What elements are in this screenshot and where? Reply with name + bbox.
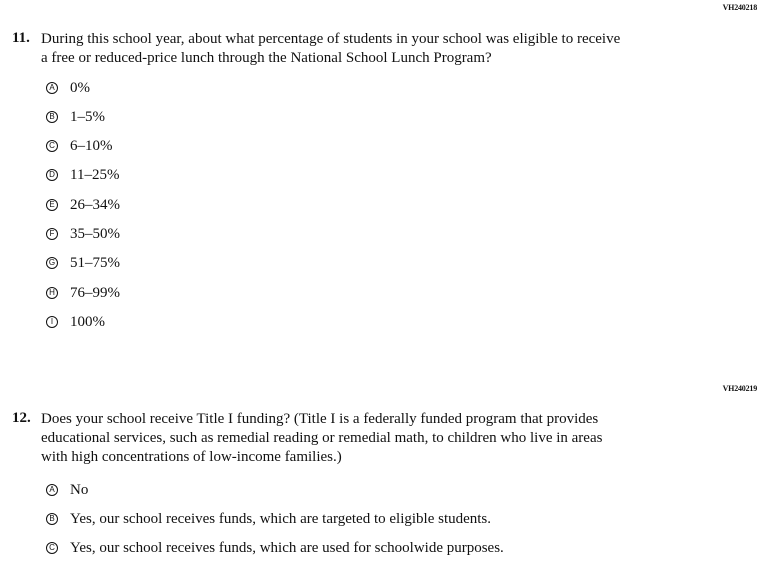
- radio-bubble-icon[interactable]: B: [46, 111, 58, 123]
- answer-option[interactable]: I 100%: [46, 313, 105, 331]
- question-number: 12.: [12, 410, 31, 426]
- question-text-line: During this school year, about what perc…: [41, 31, 621, 47]
- radio-bubble-icon[interactable]: A: [46, 484, 58, 496]
- answer-option-label: 26–34%: [70, 196, 120, 213]
- radio-bubble-icon[interactable]: F: [46, 228, 58, 240]
- answer-option-label: No: [70, 481, 89, 498]
- answer-option[interactable]: G 51–75%: [46, 254, 120, 272]
- answer-option-label: 51–75%: [70, 254, 120, 271]
- radio-bubble-icon[interactable]: C: [46, 140, 58, 152]
- radio-bubble-icon[interactable]: I: [46, 316, 58, 328]
- radio-bubble-icon[interactable]: G: [46, 257, 58, 269]
- radio-bubble-icon[interactable]: H: [46, 287, 58, 299]
- answer-option[interactable]: A No: [46, 481, 88, 499]
- radio-bubble-icon[interactable]: A: [46, 82, 58, 94]
- question-text-line: Does your school receive Title I funding…: [41, 411, 599, 427]
- answer-option-label: 76–99%: [70, 284, 120, 301]
- question-id: VH240219: [722, 384, 758, 393]
- radio-bubble-icon[interactable]: D: [46, 169, 58, 181]
- answer-option[interactable]: E 26–34%: [46, 196, 120, 214]
- answer-option-label: 6–10%: [70, 137, 113, 154]
- answer-option[interactable]: D 11–25%: [46, 166, 119, 184]
- radio-bubble-icon[interactable]: B: [46, 513, 58, 525]
- answer-option[interactable]: C 6–10%: [46, 137, 113, 155]
- question-text-line: educational services, such as remedial r…: [41, 430, 603, 446]
- answer-option[interactable]: H 76–99%: [46, 284, 120, 302]
- answer-option-label: 35–50%: [70, 225, 120, 242]
- answer-option[interactable]: F 35–50%: [46, 225, 120, 243]
- answer-option[interactable]: C Yes, our school receives funds, which a…: [46, 539, 504, 557]
- answer-option-label: 0%: [70, 79, 90, 96]
- question-text-line: with high concentrations of low-income f…: [41, 449, 342, 465]
- answer-option-label: 100%: [70, 313, 105, 330]
- answer-option[interactable]: A 0%: [46, 79, 90, 97]
- question-number: 11.: [12, 30, 30, 46]
- question-text-line: a free or reduced-price lunch through th…: [41, 50, 492, 66]
- radio-bubble-icon[interactable]: C: [46, 542, 58, 554]
- answer-option[interactable]: B Yes, our school receives funds, which a…: [46, 510, 491, 528]
- answer-option[interactable]: B 1–5%: [46, 108, 105, 126]
- radio-bubble-icon[interactable]: E: [46, 199, 58, 211]
- question-id: VH240218: [722, 3, 758, 12]
- answer-option-label: 11–25%: [70, 166, 120, 183]
- answer-option-label: 1–5%: [70, 108, 105, 125]
- answer-option-label: Yes, our school receives funds, which ar…: [70, 539, 504, 556]
- answer-option-label: Yes, our school receives funds, which ar…: [70, 510, 492, 527]
